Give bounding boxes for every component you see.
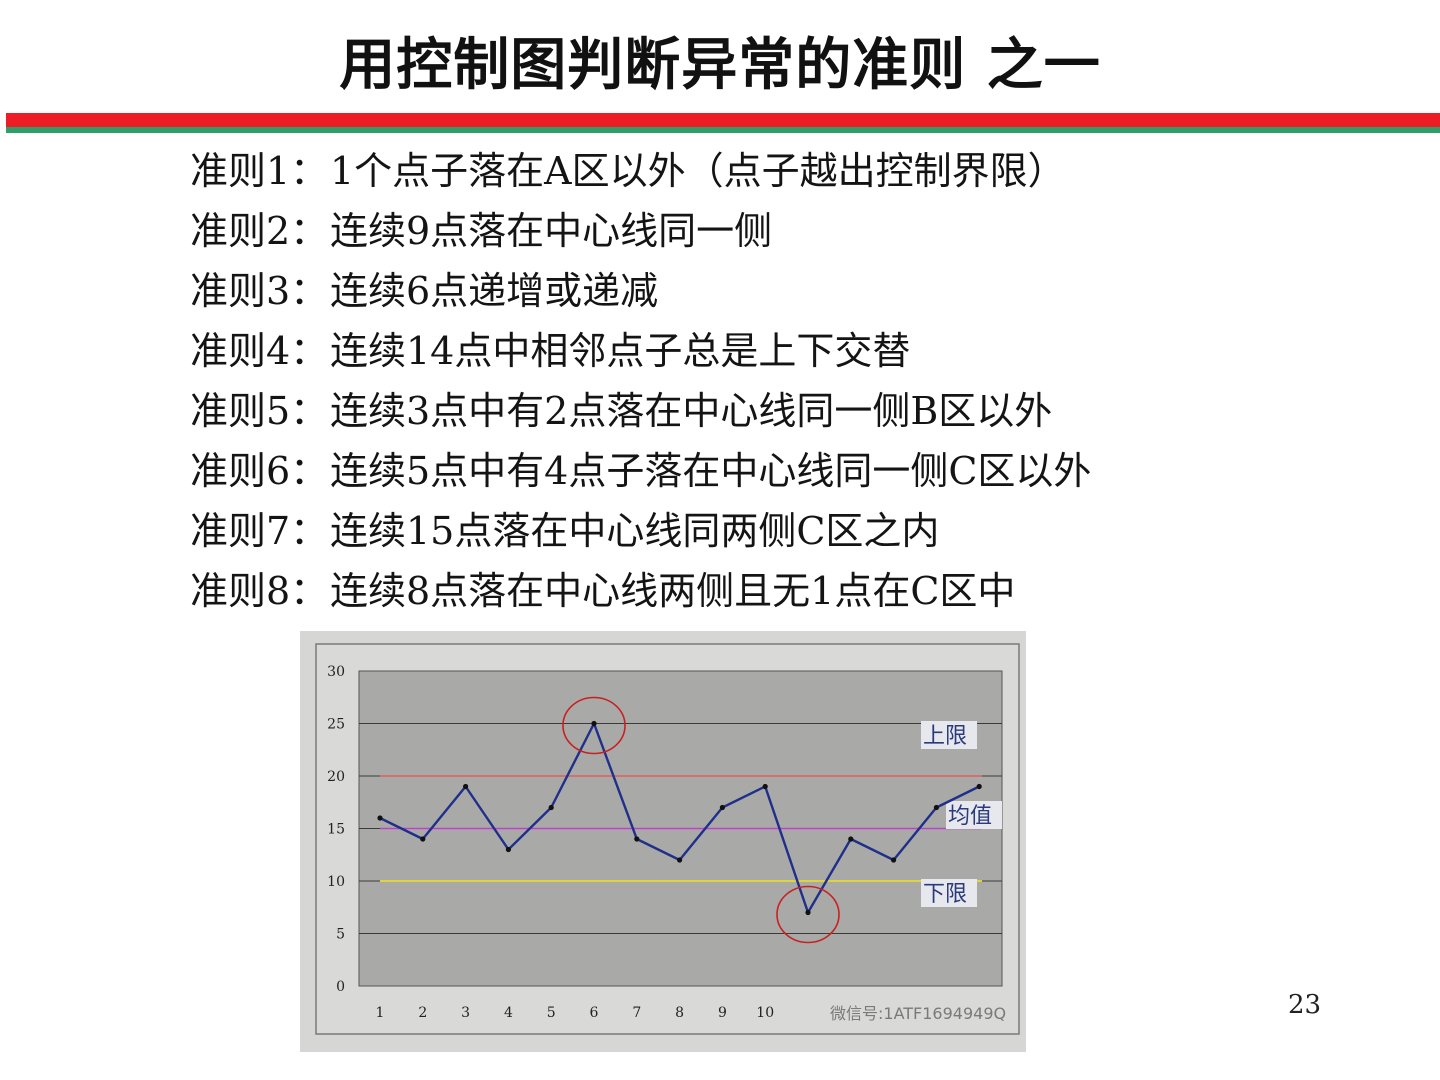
rule-item: 准则7：连续15点落在中心线同两侧C区之内 (190, 505, 1091, 565)
data-point (677, 857, 683, 863)
watermark-text: 微信号:1ATF1694949Q (830, 1004, 1006, 1023)
rule-label: 准则7： (190, 509, 329, 553)
rule-item: 准则3：连续6点递增或递减 (190, 265, 1091, 325)
rule-text: 1个点子落在A区以外（点子越出控制界限） (330, 149, 1066, 193)
x-tick-label: 1 (376, 1005, 385, 1021)
y-tick-label: 30 (327, 664, 345, 680)
data-point (762, 783, 768, 790)
rule-text: 连续9点落在中心线同一侧 (330, 209, 773, 253)
x-tick-label: 7 (632, 1005, 641, 1021)
rule-text: 连续8点落在中心线两侧且无1点在C区中 (330, 569, 1016, 613)
y-tick-label: 5 (336, 927, 345, 943)
rule-item: 准则4：连续14点中相邻点子总是上下交替 (190, 325, 1091, 385)
y-tick-label: 25 (327, 717, 345, 733)
highlight-circle (562, 696, 626, 755)
rule-label: 准则5： (190, 389, 329, 433)
x-tick-label: 8 (675, 1005, 684, 1021)
data-point (548, 804, 554, 811)
rule-item: 准则8：连续8点落在中心线两侧且无1点在C区中 (190, 565, 1091, 625)
rule-item: 准则5：连续3点中有2点落在中心线同一侧B区以外 (190, 385, 1091, 445)
x-tick-label: 6 (590, 1005, 599, 1021)
reference-label: 均值 (948, 804, 992, 829)
page-number: 23 (1288, 990, 1322, 1020)
title-divider-red (6, 113, 1440, 127)
data-point (933, 804, 940, 811)
rule-text: 连续3点中有2点落在中心线同一侧B区以外 (330, 389, 1053, 433)
data-point (377, 815, 383, 821)
y-tick-label: 10 (327, 874, 345, 890)
rule-label: 准则1： (190, 149, 329, 193)
reference-label-box (921, 721, 977, 749)
y-tick-label: 20 (327, 769, 345, 785)
rule-label: 准则4： (190, 329, 329, 373)
data-point (976, 783, 982, 790)
reference-label: 上限 (923, 724, 967, 749)
data-point (891, 857, 897, 863)
title-divider-green (6, 127, 1440, 133)
x-tick-label: 4 (504, 1005, 513, 1021)
data-point (634, 836, 640, 842)
y-tick-label: 0 (336, 979, 345, 995)
data-point (848, 836, 854, 842)
y-tick-label: 15 (327, 822, 345, 838)
rule-label: 准则2： (190, 209, 329, 253)
rules-list: 准则1：1个点子落在A区以外（点子越出控制界限） 准则2：连续9点落在中心线同一… (190, 145, 1091, 625)
data-point (591, 720, 597, 727)
rule-text: 连续14点中相邻点子总是上下交替 (330, 329, 911, 373)
data-point (420, 836, 426, 842)
reference-label-box (921, 879, 977, 907)
rule-item: 准则2：连续9点落在中心线同一侧 (190, 205, 1091, 265)
x-tick-label: 9 (718, 1005, 727, 1021)
x-tick-label: 2 (418, 1005, 427, 1021)
rule-label: 准则3： (190, 269, 329, 313)
rule-item: 准则1：1个点子落在A区以外（点子越出控制界限） (190, 145, 1091, 205)
reference-label-box (946, 801, 1002, 829)
rule-label: 准则8： (190, 569, 329, 613)
rule-item: 准则6：连续5点中有4点子落在中心线同一侧C区以外 (190, 445, 1091, 505)
rule-text: 连续15点落在中心线同两侧C区之内 (330, 509, 940, 553)
x-tick-label: 10 (756, 1005, 774, 1021)
reference-label: 下限 (923, 882, 967, 907)
data-point (805, 909, 811, 916)
data-point (505, 846, 511, 853)
rule-text: 连续6点递增或递减 (330, 269, 659, 313)
rule-text: 连续5点中有4点子落在中心线同一侧C区以外 (330, 449, 1092, 493)
highlight-circle (776, 885, 840, 944)
control-chart-photo: 0 5 10 15 20 25 30 上限均值下限 1 2 3 4 5 6 7 8 9 10 微信号:1ATF169… (300, 631, 1026, 1052)
x-tick-label: 3 (461, 1005, 470, 1021)
data-point (719, 804, 725, 811)
slide-title: 用控制图判断异常的准则 之一 (339, 33, 1101, 98)
data-point (463, 783, 469, 790)
rule-label: 准则6： (190, 449, 329, 493)
x-tick-label: 5 (547, 1005, 556, 1021)
